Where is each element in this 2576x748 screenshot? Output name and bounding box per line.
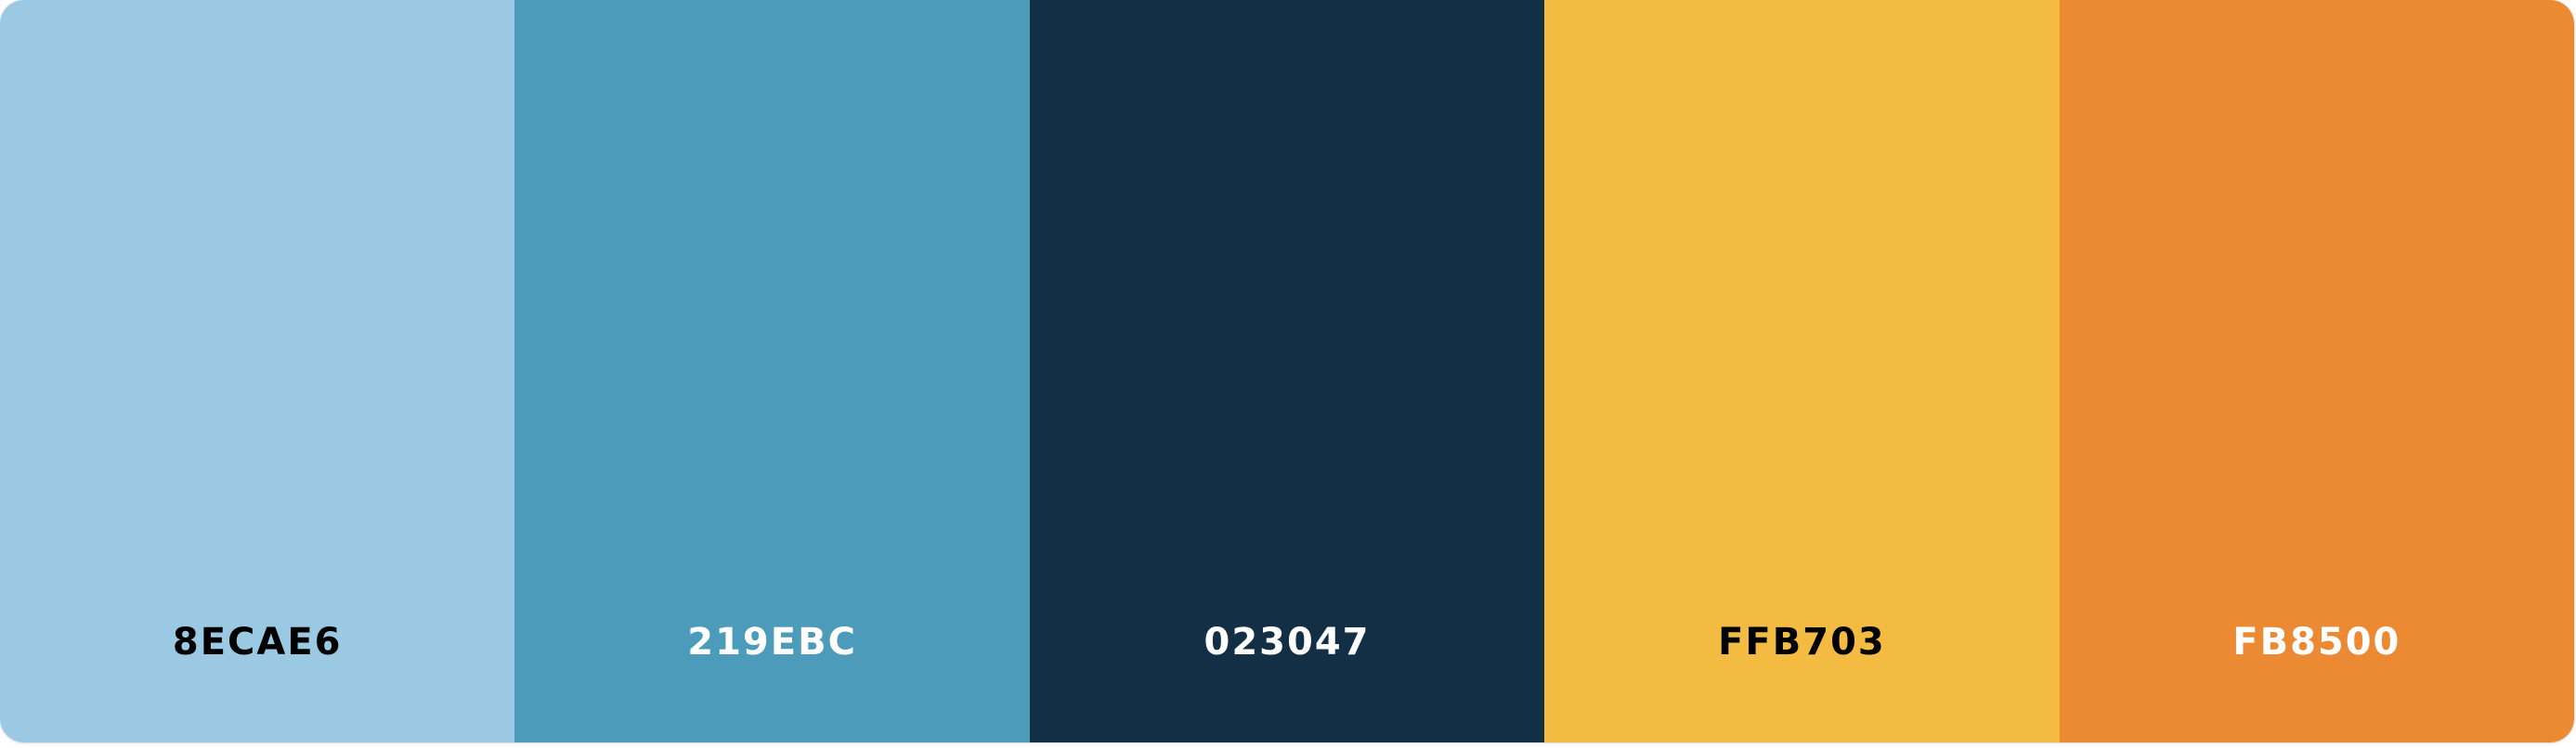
swatch-hex-label[interactable]: 023047 bbox=[1203, 621, 1371, 664]
color-swatch-4[interactable]: FFB703 bbox=[1544, 0, 2060, 742]
swatch-hex-label[interactable]: 8ECAE6 bbox=[172, 621, 343, 664]
swatch-hex-label[interactable]: FB8500 bbox=[2232, 621, 2401, 664]
swatch-hex-label[interactable]: FFB703 bbox=[1718, 621, 1886, 664]
color-swatch-1[interactable]: 8ECAE6 bbox=[0, 0, 515, 742]
color-swatch-2[interactable]: 219EBC bbox=[514, 0, 1030, 742]
swatch-hex-label[interactable]: 219EBC bbox=[687, 621, 857, 664]
color-swatch-3[interactable]: 023047 bbox=[1029, 0, 1545, 742]
color-swatch-5[interactable]: FB8500 bbox=[2059, 0, 2574, 742]
